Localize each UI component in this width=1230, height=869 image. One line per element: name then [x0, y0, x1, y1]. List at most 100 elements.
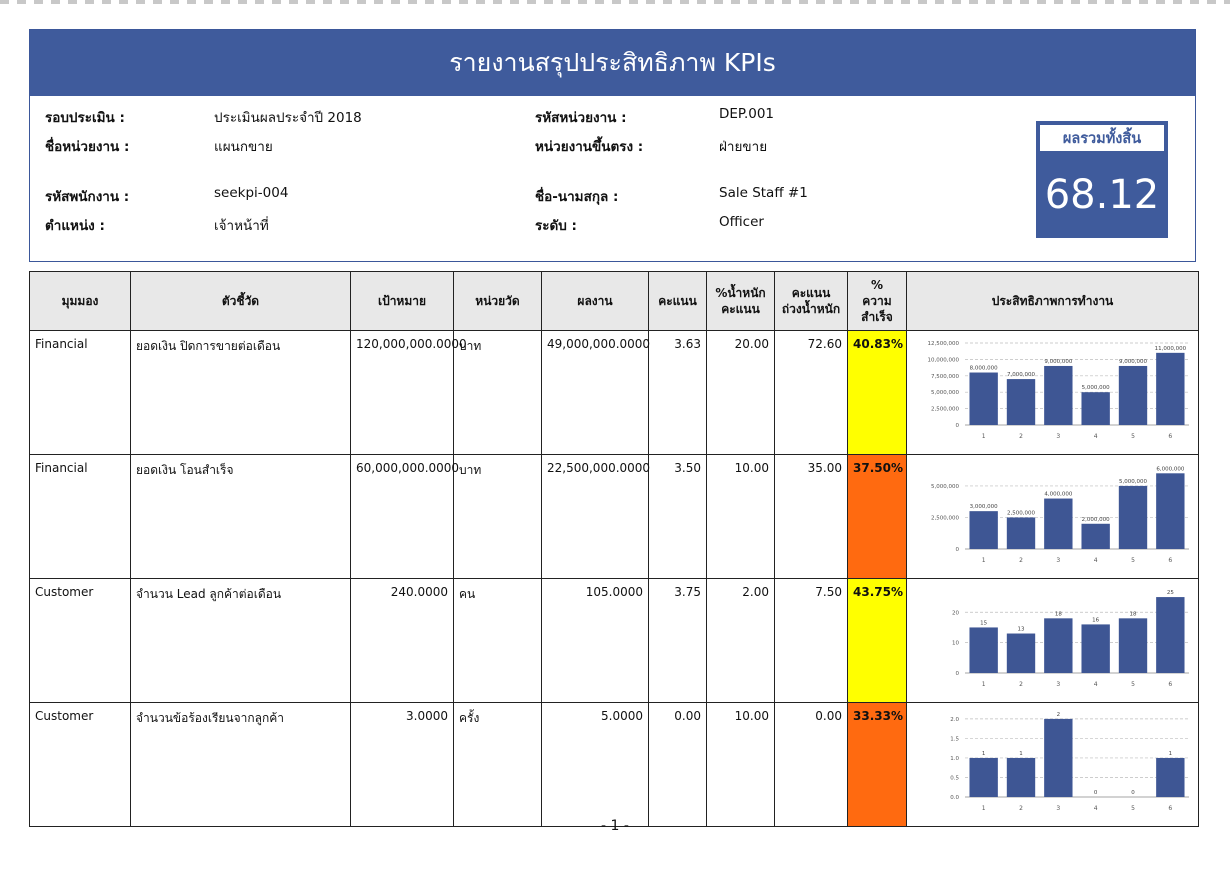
cell-score: 3.63	[648, 330, 707, 455]
cell-unit: บาท	[453, 454, 542, 579]
chart-bar	[1006, 516, 1036, 549]
cell-score: 3.50	[648, 454, 707, 579]
x-tick-label: 6	[1168, 805, 1172, 812]
x-tick-label: 5	[1131, 433, 1135, 440]
cell-weight: 2.00	[706, 578, 775, 703]
report-title: รายงานสรุปประสิทธิภาพ KPIs	[30, 30, 1195, 96]
x-tick-label: 1	[982, 805, 986, 812]
performance-chart: 02,500,0005,000,0007,500,00010,000,00012…	[928, 340, 1189, 440]
x-tick-label: 4	[1094, 805, 1098, 812]
performance-chart-cell: 0.0 0.5 1.0 1.5 2.0 1 1 1 2 2 3 0 4 0 5 1 6	[906, 702, 1199, 827]
unit-name-value: แผนกขาย	[214, 139, 273, 155]
bar-value-label: 3,000,000	[970, 504, 998, 510]
cell-result: 105.0000	[541, 578, 649, 703]
bar-value-label: 13	[1018, 626, 1025, 632]
chart-bar	[969, 510, 998, 549]
y-tick-label: 7,500,000	[931, 373, 959, 379]
cell-result: 22,500,000.0000	[541, 454, 650, 579]
bar-value-label: 8,000,000	[970, 365, 998, 371]
round-label: รอบประเมิน :	[45, 110, 125, 126]
bar-value-label: 9,000,000	[1044, 358, 1072, 364]
chart-bar	[1156, 472, 1185, 549]
x-tick-label: 5	[1131, 681, 1135, 688]
chart-bar	[1156, 757, 1185, 797]
bar-value-label: 1	[1019, 750, 1023, 756]
page-number: - 1 -	[601, 818, 629, 834]
cell-weighted: 7.50	[774, 578, 848, 703]
y-tick-label: 0	[956, 547, 960, 553]
col-success-line1: %	[870, 277, 884, 292]
x-tick-label: 3	[1056, 805, 1060, 812]
bar-value-label: 7,000,000	[1007, 372, 1035, 378]
bar-value-label: 0	[1094, 790, 1098, 796]
x-tick-label: 2	[1019, 557, 1023, 564]
cell-unit: ครั้ง	[453, 702, 542, 827]
bar-value-label: 0	[1131, 790, 1135, 796]
cell-unit: คน	[453, 578, 542, 703]
chart-bar	[1081, 391, 1110, 425]
x-tick-label: 2	[1019, 433, 1023, 440]
col-perspective: มุมมอง	[29, 271, 131, 331]
col-weight-line2: คะแนน	[721, 302, 760, 316]
bar-value-label: 4,000,000	[1044, 491, 1072, 497]
total-score-label: ผลรวมทั้งสิ้น	[1040, 125, 1164, 151]
y-tick-label: 20	[952, 610, 959, 616]
chart-bar	[1081, 523, 1110, 549]
performance-chart-cell: 0 2,500,000 5,000,000 3,000,000 1 2,500,000 2 4…	[906, 454, 1199, 579]
col-success: % ความสำเร็จ	[847, 271, 907, 331]
bar-value-label: 2	[1057, 711, 1061, 717]
chart-bar	[969, 372, 998, 425]
chart-bar	[1118, 485, 1148, 549]
report-header: รายงานสรุปประสิทธิภาพ KPIs รอบประเมิน : …	[29, 29, 1196, 262]
cell-success: 37.50%	[847, 454, 907, 579]
col-weighted-line2: ถ่วงน้ำหนัก	[781, 302, 841, 316]
x-tick-label: 1	[982, 557, 986, 564]
emp-code-label: รหัสพนักงาน :	[45, 189, 130, 205]
plot-area	[965, 588, 1189, 673]
round-value: ประเมินผลประจำปี 2018	[214, 110, 362, 126]
cell-target: 60,000,000.0000	[350, 454, 459, 579]
x-tick-label: 3	[1056, 557, 1060, 564]
y-tick-label: 0.5	[950, 775, 959, 781]
x-tick-label: 4	[1094, 557, 1098, 564]
y-tick-label: 0	[956, 423, 960, 429]
col-weight: %น้ำหนัก คะแนน	[706, 271, 775, 331]
parent-unit-value: ฝ่ายขาย	[719, 139, 768, 155]
bar-value-label: 5,000,000	[1082, 385, 1110, 391]
table-row: Financial ยอดเงิน ปิดการขายต่อเดือน 120,…	[29, 330, 1199, 455]
cell-result: 5.0000	[541, 702, 649, 827]
performance-chart-cell: 0 10 20 15 1 13 2 18 3 16 4 18 5 25 6	[906, 578, 1199, 703]
bar-value-label: 1	[1169, 750, 1173, 756]
chart-bar	[1044, 365, 1073, 425]
x-tick-label: 6	[1168, 681, 1172, 688]
emp-name-label: ชื่อ-นามสกุล :	[535, 189, 619, 205]
bar-value-label: 5,000,000	[1119, 478, 1147, 484]
table-row: Customer จำนวน Lead ลูกค้าต่อเดือน 240.0…	[29, 578, 1199, 703]
cell-indicator: ยอดเงิน ปิดการขายต่อเดือน	[130, 330, 351, 455]
x-tick-label: 5	[1131, 557, 1135, 564]
col-indicator: ตัวชี้วัด	[130, 271, 351, 331]
cell-target: 120,000,000.0000	[350, 330, 467, 455]
x-tick-label: 2	[1019, 681, 1023, 688]
x-tick-label: 5	[1131, 805, 1135, 812]
cell-unit: บาท	[453, 330, 542, 455]
x-tick-label: 4	[1094, 681, 1098, 688]
total-score-value: 68.12	[1044, 171, 1160, 218]
chart-bar	[969, 757, 998, 797]
cell-perspective: Customer	[29, 702, 131, 827]
x-tick-label: 2	[1019, 805, 1023, 812]
cell-success: 40.83%	[847, 330, 907, 455]
col-performance: ประสิทธิภาพการทำงาน	[906, 271, 1199, 331]
cell-weighted: 0.00	[774, 702, 848, 827]
unit-code-label: รหัสหน่วยงาน :	[535, 110, 627, 126]
cell-indicator: ยอดเงิน โอนสำเร็จ	[130, 454, 351, 579]
cell-weight: 10.00	[706, 702, 775, 827]
performance-chart: 0.0 0.5 1.0 1.5 2.0 1 1 1 2 2 3 0 4 0 5 1 6	[950, 711, 1189, 812]
chart-bar	[1156, 596, 1185, 673]
cell-perspective: Customer	[29, 578, 131, 703]
cell-perspective: Financial	[29, 454, 131, 579]
table-row: Customer จำนวนข้อร้องเรียนจากลูกค้า 3.00…	[29, 702, 1199, 827]
position-value: เจ้าหน้าที่	[214, 218, 269, 234]
kpi-table: มุมมอง ตัวชี้วัด เป้าหมาย หน่วยวัด ผลงาน…	[29, 271, 1199, 827]
cell-target: 3.0000	[350, 702, 454, 827]
